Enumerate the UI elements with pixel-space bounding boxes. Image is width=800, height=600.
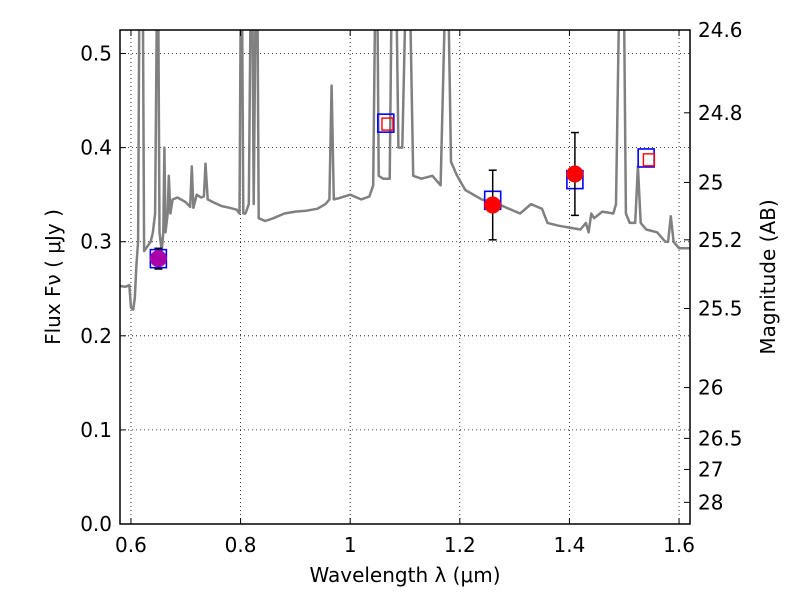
- y-tick-label: 0.5: [80, 42, 112, 66]
- right-tick-label: 24.6: [698, 18, 743, 42]
- y-tick-label: 0.0: [80, 512, 112, 536]
- model-square-inner: [642, 153, 656, 167]
- x-tick-label: 0.6: [115, 533, 147, 557]
- x-tick-label: 0.8: [225, 533, 257, 557]
- y-tick-label: 0.4: [80, 136, 112, 160]
- y-tick-label: 0.2: [80, 324, 112, 348]
- x-tick-label: 1: [344, 533, 357, 557]
- right-tick-label: 24.8: [698, 101, 743, 125]
- right-tick-label: 26: [698, 376, 723, 400]
- y-tick-label: 0.3: [80, 230, 112, 254]
- right-axis-label: Magnitude (AB): [756, 199, 780, 354]
- model-square-inner: [381, 117, 394, 131]
- right-tick-label: 27: [698, 457, 723, 481]
- y-axis-left: 0.0 0.1 0.2 0.3 0.4 0.5: [80, 42, 126, 536]
- data-point: [484, 196, 502, 214]
- clipped-layer: [120, 30, 690, 311]
- spectrum-line: [120, 30, 690, 311]
- model-square: [377, 113, 395, 133]
- right-tick-label: 26.5: [698, 426, 743, 450]
- plot-area: [120, 30, 690, 311]
- x-axis-label: Wavelength λ (μm): [309, 563, 500, 587]
- x-tick-label: 1.4: [554, 533, 586, 557]
- right-tick-label: 28: [698, 490, 723, 514]
- grid-lines: [120, 30, 690, 525]
- plot-frame: [119, 29, 691, 525]
- y-tick-label: 0.1: [80, 418, 112, 442]
- x-tick-label: 1.2: [444, 533, 476, 557]
- right-tick-label: 25.2: [698, 228, 743, 252]
- right-tick-label: 25: [698, 170, 723, 194]
- y-axis-label: Flux Fν ( μJy ): [41, 209, 65, 345]
- data-point: [566, 165, 584, 183]
- y-axis-right: 24.6 24.8 25 25.2 25.5 26 26.5 27 28: [684, 18, 743, 514]
- data-point: [149, 250, 167, 268]
- x-tick-label: 1.6: [663, 533, 695, 557]
- x-axis: 0.6 0.8 1 1.2 1.4 1.6: [115, 30, 695, 557]
- model-square: [637, 148, 655, 168]
- right-tick-label: 25.5: [698, 297, 743, 321]
